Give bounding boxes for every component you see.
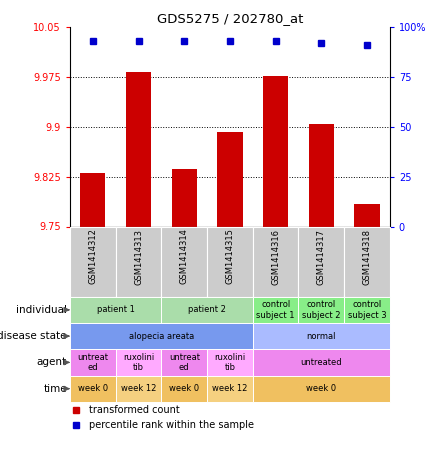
Bar — [253, 226, 298, 297]
Bar — [207, 376, 253, 402]
Text: individual: individual — [16, 305, 67, 315]
Text: alopecia areata: alopecia areata — [129, 332, 194, 341]
Text: control
subject 2: control subject 2 — [302, 300, 341, 319]
Bar — [309, 124, 334, 226]
Bar — [207, 226, 253, 297]
Bar — [116, 226, 162, 297]
Text: GSM1414315: GSM1414315 — [226, 229, 234, 284]
Text: GSM1414318: GSM1414318 — [363, 229, 371, 284]
Bar — [80, 173, 106, 226]
Text: GSM1414312: GSM1414312 — [88, 229, 97, 284]
Text: GSM1414314: GSM1414314 — [180, 229, 189, 284]
Text: time: time — [43, 384, 67, 394]
Bar — [126, 72, 151, 226]
Text: GSM1414317: GSM1414317 — [317, 229, 326, 284]
Text: week 12: week 12 — [121, 384, 156, 393]
Text: GSM1414316: GSM1414316 — [271, 229, 280, 284]
Text: percentile rank within the sample: percentile rank within the sample — [89, 420, 254, 430]
Text: GSM1414313: GSM1414313 — [134, 229, 143, 284]
Bar — [70, 226, 116, 297]
Bar — [116, 376, 162, 402]
Bar — [70, 297, 162, 323]
Text: untreat
ed: untreat ed — [78, 353, 109, 372]
Text: ruxolini
tib: ruxolini tib — [123, 353, 154, 372]
Text: untreated: untreated — [300, 358, 342, 367]
Bar — [217, 132, 243, 226]
Bar — [162, 226, 207, 297]
Title: GDS5275 / 202780_at: GDS5275 / 202780_at — [157, 12, 303, 24]
Text: untreat
ed: untreat ed — [169, 353, 200, 372]
Bar — [116, 349, 162, 376]
Bar — [162, 349, 207, 376]
Text: agent: agent — [37, 357, 67, 367]
Bar — [344, 226, 390, 297]
Text: ruxolini
tib: ruxolini tib — [214, 353, 246, 372]
Text: week 12: week 12 — [212, 384, 247, 393]
Bar — [207, 349, 253, 376]
Bar — [162, 297, 253, 323]
Bar — [253, 376, 390, 402]
Text: patient 1: patient 1 — [97, 305, 135, 314]
Bar — [298, 297, 344, 323]
Text: control
subject 1: control subject 1 — [256, 300, 295, 319]
Text: control
subject 3: control subject 3 — [348, 300, 386, 319]
Bar — [70, 323, 253, 349]
Bar — [263, 77, 288, 226]
Bar — [172, 169, 197, 226]
Bar — [253, 349, 390, 376]
Bar — [70, 349, 116, 376]
Text: week 0: week 0 — [169, 384, 199, 393]
Bar — [298, 226, 344, 297]
Bar — [162, 376, 207, 402]
Bar — [354, 204, 380, 226]
Bar — [344, 297, 390, 323]
Bar — [253, 323, 390, 349]
Text: normal: normal — [307, 332, 336, 341]
Bar — [70, 376, 116, 402]
Text: week 0: week 0 — [78, 384, 108, 393]
Text: disease state: disease state — [0, 331, 67, 341]
Text: transformed count: transformed count — [89, 405, 180, 415]
Text: week 0: week 0 — [306, 384, 336, 393]
Bar — [253, 297, 298, 323]
Text: patient 2: patient 2 — [188, 305, 226, 314]
